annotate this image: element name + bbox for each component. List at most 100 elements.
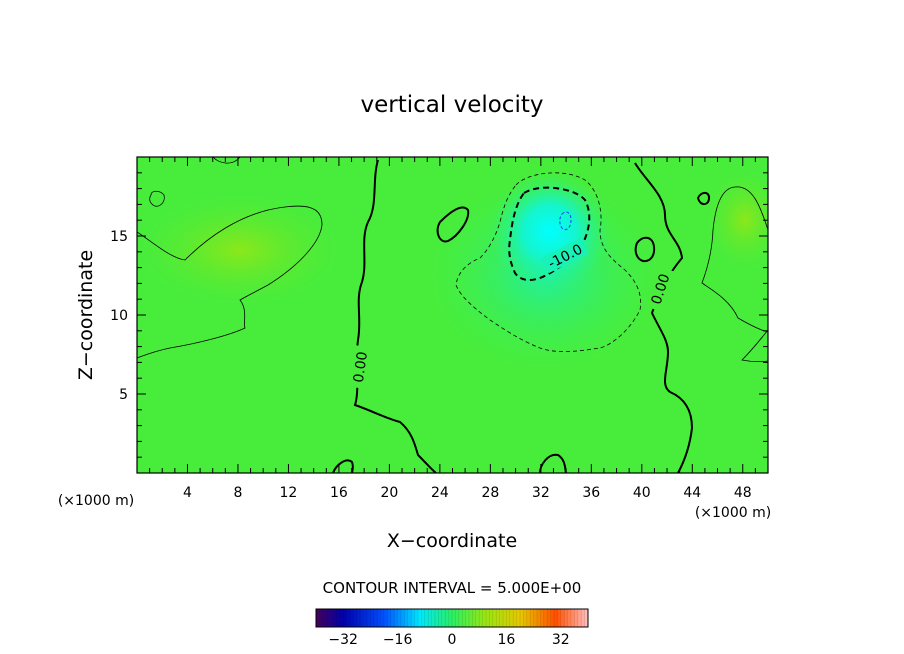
colorbar-cell: [333, 609, 337, 627]
colorbar-cell: [441, 609, 446, 627]
colorbar-cell: [557, 609, 562, 627]
contour-minus5: [455, 172, 642, 353]
colorbar-cell: [475, 609, 480, 627]
colorbar-cell: [411, 609, 415, 627]
y-tick-label: 10: [110, 308, 128, 324]
colorbar-cell: [329, 609, 334, 627]
x-tick-label: 4: [183, 485, 192, 501]
colorbar-cell: [367, 609, 371, 627]
colorbar-cell: [424, 609, 429, 627]
colorbar-cell: [513, 609, 517, 627]
colorbar-cell: [435, 609, 439, 627]
colorbar-cell: [479, 609, 483, 627]
colorbar-cell: [465, 609, 470, 627]
y-tick-label: 5: [119, 387, 128, 403]
contour-zero-right-lower: [741, 329, 768, 363]
contour-minus10: [508, 186, 591, 282]
colorbar-cell: [370, 609, 375, 627]
colorbar-cell: [530, 609, 534, 627]
contour-zero-blob-left: [149, 190, 165, 207]
colorbar-cell: [550, 609, 555, 627]
axis-ticks: [137, 157, 768, 473]
y-tick-labels: 5 10 15: [110, 229, 128, 403]
colorbar-cell: [462, 609, 466, 627]
downdraft-core-shade: [490, 172, 610, 292]
colorbar-cell: [380, 609, 385, 627]
colorbar-cell: [564, 609, 568, 627]
colorbar-cell: [526, 609, 531, 627]
contour-zero-blob-right: [634, 236, 656, 263]
colorbar-cell: [509, 609, 514, 627]
colorbar-cell: [390, 609, 395, 627]
contour-zero-bottom-center: [539, 453, 567, 473]
colorbar-cell: [506, 609, 511, 627]
colorbar-cell: [316, 609, 320, 627]
colorbar-cell: [458, 609, 463, 627]
colorbar-cell: [571, 609, 575, 627]
colorbar-cell: [360, 609, 364, 627]
colorbar-cell: [350, 609, 354, 627]
colorbar-cell: [414, 609, 419, 627]
contour-label-zero-left-text: 0.00: [351, 351, 371, 384]
contour-zero-left: [137, 205, 323, 359]
x-tick-label: 32: [532, 485, 550, 501]
colorbar-cell: [421, 609, 426, 627]
colorbar-cell: [363, 609, 368, 627]
colorbar-cell: [496, 609, 500, 627]
colorbar-cell: [407, 609, 412, 627]
colorbar-cell: [319, 609, 324, 627]
x-unit-left: (×1000 m): [58, 493, 134, 509]
colorbar-cell: [322, 609, 327, 627]
colorbar-cell: [428, 609, 432, 627]
contour-zero-right: [701, 186, 768, 333]
colorbar-cell: [533, 609, 538, 627]
colorbar-cell: [489, 609, 494, 627]
colorbar-cell: [574, 609, 579, 627]
contour-zero-bottom-left: [332, 459, 354, 473]
colorbar-cell: [356, 609, 361, 627]
colorbar-cell: [540, 609, 545, 627]
colorbar-tick-label: 16: [497, 632, 515, 648]
colorbar-cell: [455, 609, 460, 627]
colorbar-cell: [560, 609, 565, 627]
colorbar-cell: [486, 609, 490, 627]
colorbar-cell: [343, 609, 347, 627]
x-tick-label: 24: [431, 485, 449, 501]
x-tick-labels: 4 8 12 16 20 24 28 32 36 40 44 48: [183, 485, 752, 501]
colorbar-cell: [397, 609, 402, 627]
contour-label-zero-left: 0.00: [348, 344, 371, 389]
updraft-right-shade: [705, 170, 768, 270]
colorbar-cell: [482, 609, 487, 627]
colorbar-cell: [554, 609, 558, 627]
x-tick-label: 44: [683, 485, 701, 501]
colorbar-tick-label: 32: [552, 632, 570, 648]
colorbar-cell: [387, 609, 392, 627]
contour-zero-blob-far-right: [696, 191, 711, 206]
colorbar-cell: [503, 609, 507, 627]
colorbar-cell: [326, 609, 330, 627]
x-axis-title: X−coordinate: [387, 530, 517, 552]
updraft-left-shade: [140, 195, 340, 305]
x-tick-label: 12: [280, 485, 298, 501]
colorbar-cell: [346, 609, 351, 627]
colorbar-cell: [537, 609, 541, 627]
colorbar-cell: [353, 609, 358, 627]
colorbar-cell: [336, 609, 341, 627]
colorbar-cell: [339, 609, 344, 627]
x-tick-label: 8: [233, 485, 242, 501]
colorbar-cell: [445, 609, 449, 627]
colorbar-cell: [567, 609, 572, 627]
colorbar-cell: [431, 609, 436, 627]
x-tick-label: 48: [734, 485, 752, 501]
colorbar-cell: [373, 609, 378, 627]
colorbar-cell: [469, 609, 473, 627]
colorbar-cell: [438, 609, 443, 627]
colorbar-cell: [584, 609, 589, 627]
colorbar: [315, 609, 589, 627]
colorbar-cell: [418, 609, 422, 627]
contour-interval-text: CONTOUR INTERVAL = 5.000E+00: [323, 579, 582, 597]
colorbar-cell: [547, 609, 551, 627]
y-tick-label: 15: [110, 229, 128, 245]
colorbar-cell: [377, 609, 381, 627]
colorbar-cell: [499, 609, 504, 627]
